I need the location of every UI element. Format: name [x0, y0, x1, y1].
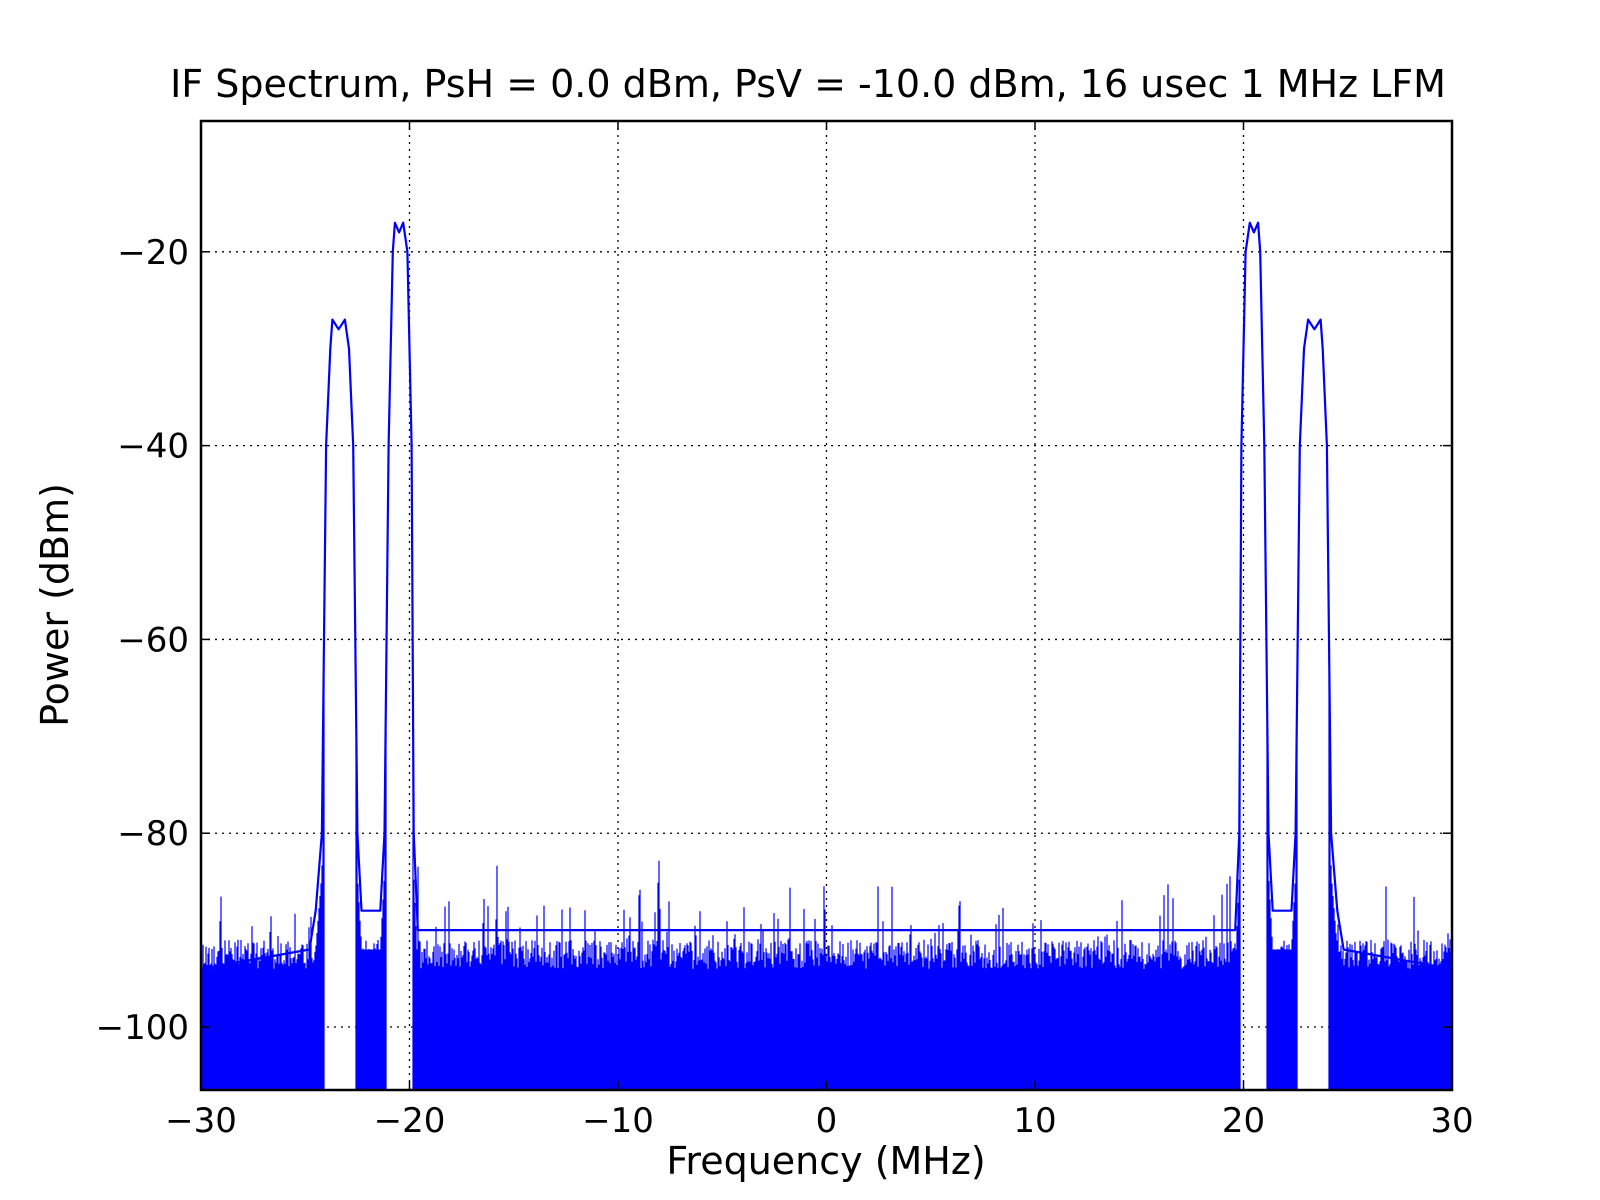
y-tick-label: −80 [117, 814, 189, 854]
x-tick-label: −10 [582, 1101, 654, 1141]
y-tick-label: −60 [117, 620, 189, 660]
chart-title: IF Spectrum, PsH = 0.0 dBm, PsV = -10.0 … [170, 62, 1446, 106]
noise-floor [201, 679, 1452, 1090]
spectrum-series [201, 221, 1452, 970]
x-tick-label: 20 [1222, 1101, 1265, 1141]
y-tick-label: −100 [96, 1008, 189, 1048]
y-axis-label: Power (dBm) [33, 483, 77, 727]
x-axis-label: Frequency (MHz) [666, 1139, 985, 1183]
y-tick-label: −20 [117, 233, 189, 273]
noise-floor-trace [201, 679, 1452, 1090]
x-tick-label: 10 [1013, 1101, 1056, 1141]
spectrum-line [201, 221, 1452, 970]
x-tick-label: −30 [165, 1101, 237, 1141]
grid [201, 121, 1452, 1090]
x-tick-label: 30 [1430, 1101, 1473, 1141]
y-tick-label: −40 [117, 427, 189, 467]
axis-ticks: −30 −20 −10 0 10 20 30−100−80−60−40−20 [96, 121, 1474, 1141]
x-tick-label: 0 [816, 1101, 838, 1141]
x-tick-label: −20 [374, 1101, 446, 1141]
